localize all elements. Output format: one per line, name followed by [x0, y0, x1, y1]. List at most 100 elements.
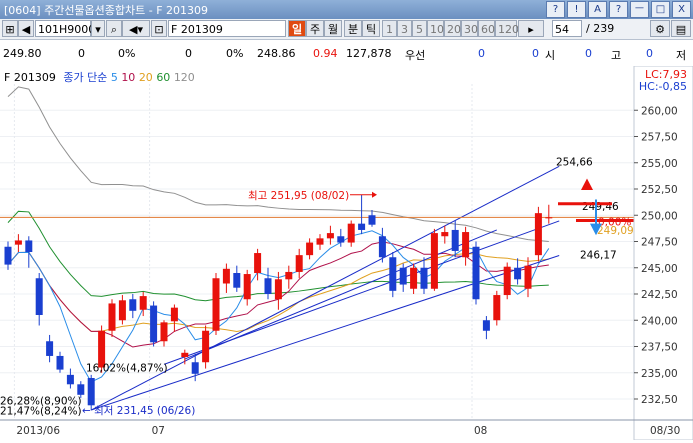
period-60[interactable]: 60: [478, 20, 495, 37]
period-10[interactable]: 10: [427, 20, 444, 37]
y-axis-panel: [633, 65, 693, 441]
trend-line: [184, 229, 497, 360]
period-20[interactable]: 20: [444, 20, 461, 37]
candle-body: [98, 330, 106, 368]
code-input[interactable]: 101H9000: [35, 20, 95, 37]
lc-hc-box: LC:7,93 HC:-0,85: [639, 69, 687, 93]
tab-tick[interactable]: 틱: [362, 20, 380, 37]
maximize-button[interactable]: □: [651, 1, 670, 18]
candle-body: [4, 246, 12, 265]
price-chart[interactable]: 최고 251,95 (08/02) ← 최저 231,45 (06/26) 16,0…: [0, 65, 693, 441]
candle-body: [108, 303, 116, 331]
y-tick-label: 232,50: [641, 394, 678, 406]
count-input[interactable]: 54: [552, 20, 582, 37]
candle-body: [451, 229, 459, 251]
candle-body: [472, 246, 480, 300]
candle-body: [14, 240, 22, 245]
legend-ma120: 120: [173, 71, 195, 84]
candle-body: [545, 217, 553, 219]
candle-body: [160, 322, 168, 342]
chart-legend: F 201309 종가 단순 5 10 20 60 120: [4, 69, 195, 85]
alert-icon[interactable]: !: [567, 1, 586, 18]
period-5[interactable]: 5: [412, 20, 427, 37]
candle-body: [56, 355, 64, 370]
tab-monthly[interactable]: 월: [324, 20, 342, 37]
priority-value-1: 0: [478, 47, 485, 60]
sound-icon[interactable]: ◀▾: [122, 20, 150, 37]
candle-body: [202, 330, 210, 363]
change-pct: 0%: [118, 47, 136, 60]
candle-body: [430, 233, 438, 289]
trend-line: [91, 254, 560, 411]
legend-symbol: F 201309: [4, 71, 56, 84]
tab-minute[interactable]: 분: [344, 20, 362, 37]
close-button[interactable]: X: [672, 1, 691, 18]
trend-line: [90, 165, 560, 411]
candle-body: [212, 278, 220, 331]
search-icon[interactable]: ⌕: [106, 20, 122, 37]
code-dropdown-icon[interactable]: ▾: [91, 20, 105, 37]
prev-button[interactable]: ◀: [18, 20, 34, 37]
candle-body: [285, 271, 293, 280]
info-icon[interactable]: ?: [609, 1, 628, 18]
x-tick-label: 2013/06: [16, 425, 60, 437]
candle-body: [222, 268, 230, 284]
font-icon[interactable]: A: [588, 1, 607, 18]
high-label: 고: [611, 49, 622, 62]
chart-annotation: 26,28%(8,90%): [0, 395, 82, 407]
candle-body: [420, 267, 428, 289]
chart-canvas[interactable]: 최고 251,95 (08/02) ← 최저 231,45 (06/26) 16,0…: [0, 65, 693, 441]
chart-annotation: 21,47%(8,24%): [0, 406, 82, 418]
chart-annotation: 16,02%(4,87%): [86, 363, 168, 375]
quote-bar: 249.80 0 0% 0 0% 248.86 0.94 127,878 우선 …: [0, 40, 693, 67]
help-icon[interactable]: ?: [546, 1, 565, 18]
candle-body: [399, 267, 407, 285]
period-120[interactable]: 120: [495, 20, 519, 37]
candle-body: [482, 320, 490, 331]
candle-body: [368, 215, 376, 225]
x-tick-label: 07: [152, 425, 165, 437]
legend-ma60: 60: [156, 71, 171, 84]
lc-value: LC:7,93: [644, 68, 687, 81]
period-scroll[interactable]: ▸: [518, 20, 544, 37]
layout-icon[interactable]: ▤: [671, 20, 691, 37]
tab-daily[interactable]: 일: [288, 20, 306, 37]
change-value: 0: [78, 47, 85, 60]
window-controls: ? ! A ? ㅡ □ X: [546, 1, 691, 18]
period-3[interactable]: 3: [397, 20, 412, 37]
priority-value-2: 0: [532, 47, 539, 60]
y-tick-label: 250,00: [641, 210, 678, 222]
candle-body: [77, 384, 85, 395]
candle-body: [441, 232, 449, 237]
candle-body: [389, 257, 397, 291]
tab-weekly[interactable]: 주: [306, 20, 324, 37]
settings-icon[interactable]: ⚙: [650, 20, 670, 37]
minimize-button[interactable]: ㅡ: [630, 1, 649, 18]
period-30[interactable]: 30: [461, 20, 478, 37]
candle-body: [139, 296, 147, 310]
candle-body: [274, 279, 282, 300]
title-bar: [0604] 주간선물옵션종합차트 - F 201309 ? ! A ? ㅡ □…: [0, 0, 693, 19]
legend-ma20: 20: [138, 71, 153, 84]
candle-body: [35, 278, 43, 315]
candle-body: [243, 274, 251, 300]
up-arrow-icon: [581, 178, 593, 191]
candle-body: [358, 223, 366, 230]
candle-body: [25, 240, 33, 252]
candle-body: [503, 266, 511, 296]
chart-annotation: 254,66: [556, 157, 593, 169]
low-label: 저: [676, 49, 687, 62]
pin-icon[interactable]: ⊡: [151, 20, 167, 37]
candle-body: [191, 362, 199, 374]
chart-annotation: 249,09: [597, 225, 634, 237]
chart-annotation: 0,00%: [598, 216, 631, 228]
link-icon[interactable]: ⊞: [2, 20, 18, 37]
open-value: 0: [585, 47, 592, 60]
candle-body: [316, 238, 324, 245]
y-tick-label: 247,50: [641, 237, 678, 249]
y-tick-label: 257,50: [641, 132, 678, 144]
chart-annotation: 최고 251,95 (08/02): [248, 190, 349, 202]
period-1[interactable]: 1: [382, 20, 397, 37]
volume-pct: 0%: [226, 47, 244, 60]
legend-ma10: 10: [121, 71, 136, 84]
